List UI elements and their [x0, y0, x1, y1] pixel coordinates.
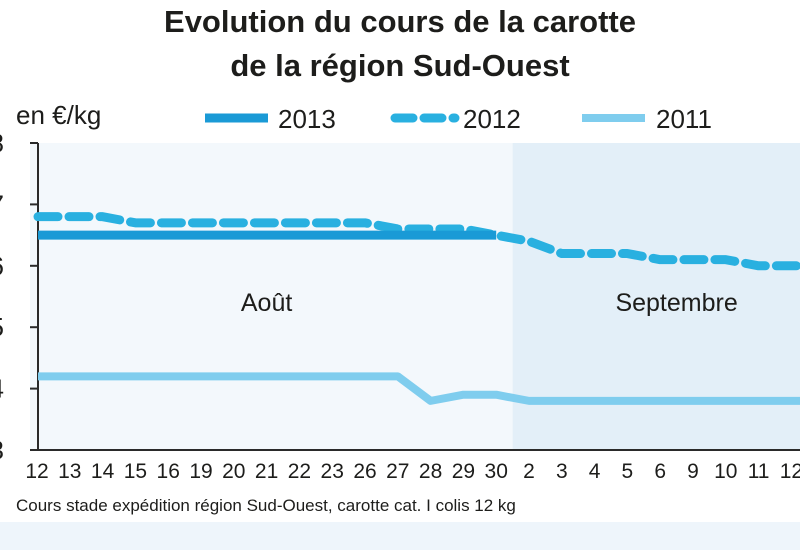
y-axis-unit-label: en €/kg [16, 100, 102, 130]
x-tick-label: 26 [353, 460, 376, 483]
x-tick-label: 3 [556, 460, 568, 483]
x-tick-label: 2 [523, 460, 535, 483]
bottom-band [0, 522, 800, 550]
x-tick-label: 4 [589, 460, 601, 483]
x-tick-label: 9 [687, 460, 699, 483]
x-tick-label: 27 [386, 460, 409, 483]
x-tick-label: 14 [91, 460, 115, 483]
x-tick-label: 23 [321, 460, 344, 483]
x-tick-label: 30 [485, 460, 508, 483]
source-note: Cours stade expédition région Sud-Ouest,… [16, 496, 516, 515]
chart-subtitle: de la région Sud-Ouest [230, 48, 570, 83]
y-tick-label: 7 [0, 189, 4, 219]
x-tick-label: 16 [157, 460, 180, 483]
month-label: Septembre [615, 289, 737, 317]
x-tick-label: 11 [748, 460, 770, 483]
y-tick-label: 6 [0, 251, 4, 281]
x-tick-label: 15 [124, 460, 147, 483]
y-tick-label: 8 [0, 128, 4, 158]
y-tick-label: 4 [0, 374, 4, 404]
x-tick-label: 13 [58, 460, 81, 483]
x-tick-label: 10 [714, 460, 737, 483]
series-line-2011 [38, 372, 800, 405]
series-line-2012 [33, 212, 800, 271]
x-tick-label: 12 [25, 460, 48, 483]
chart-title: Evolution du cours de la carotte [164, 4, 636, 39]
x-tick-label: 22 [288, 460, 311, 483]
x-tick-label: 5 [622, 460, 634, 483]
x-tick-label: 29 [452, 460, 475, 483]
x-tick-label: 21 [255, 460, 278, 483]
x-tick-label: 28 [419, 460, 442, 483]
legend-label-2012: 2012 [463, 104, 521, 134]
legend-label-2011: 2011 [656, 104, 712, 134]
y-tick-label: 3 [0, 435, 4, 465]
x-tick-label: 19 [189, 460, 212, 483]
line-chart: 3456781213141516192021222326272829302345… [0, 104, 800, 483]
legend-label-2013: 2013 [278, 104, 336, 134]
x-tick-label: 20 [222, 460, 245, 483]
x-tick-label: 12 [780, 460, 800, 483]
month-label: Août [241, 289, 292, 317]
x-tick-label: 6 [654, 460, 666, 483]
y-tick-label: 5 [0, 312, 4, 342]
